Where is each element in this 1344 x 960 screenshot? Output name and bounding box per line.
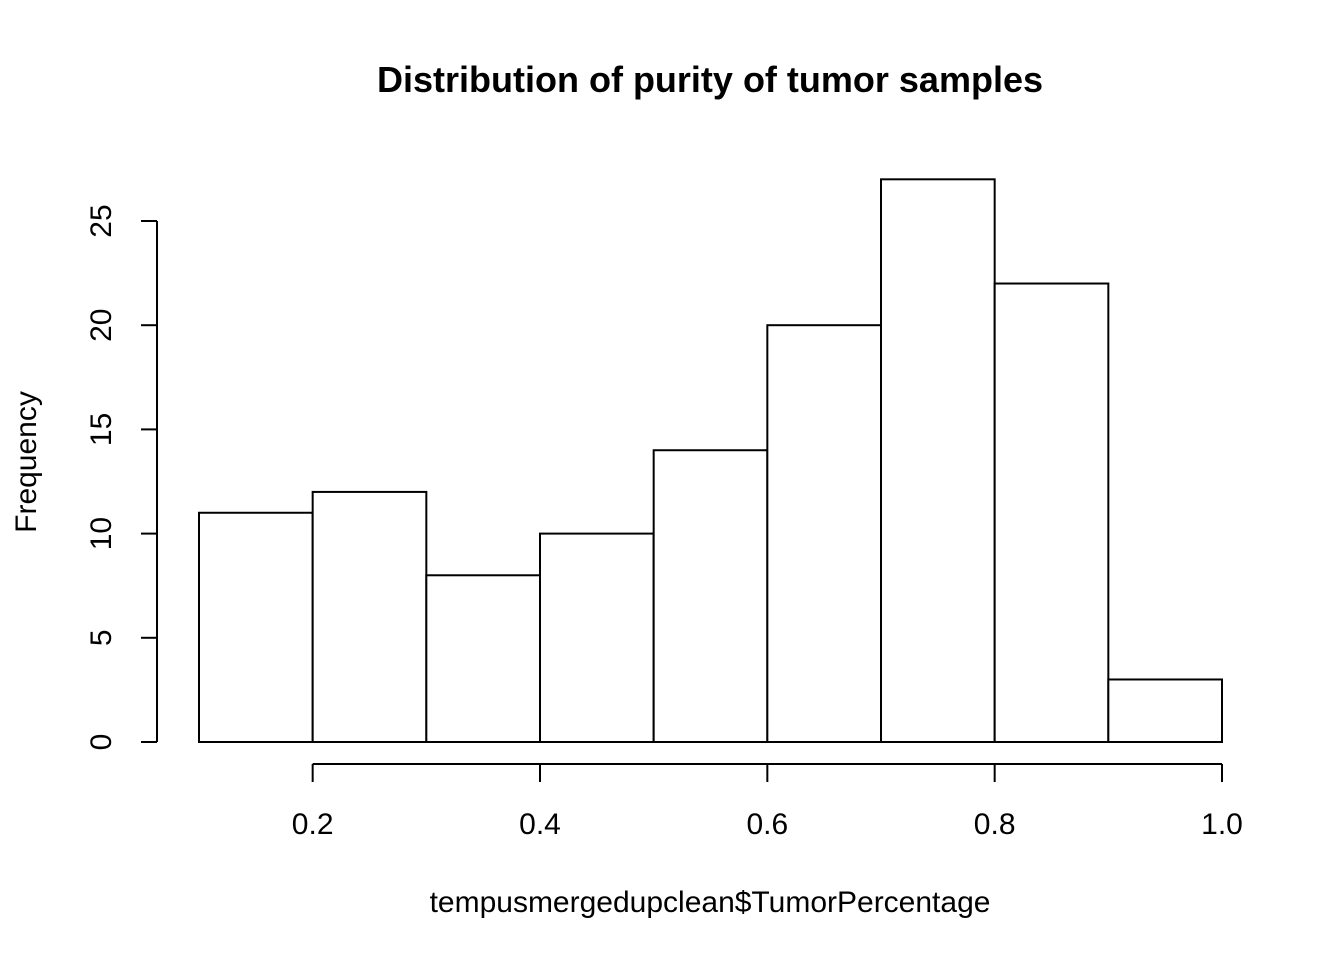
histogram-bar-1	[198, 511, 314, 744]
y-axis: 0 5 10 15 20 25	[85, 204, 158, 751]
histogram-bar-4	[539, 532, 655, 743]
bars-group	[198, 178, 1224, 744]
histogram-bar-8	[993, 282, 1110, 743]
y-tick-label: 10	[85, 517, 118, 550]
y-tick-label: 20	[85, 309, 118, 342]
histogram-bar-3	[425, 574, 542, 744]
y-tick-label: 15	[85, 413, 118, 446]
x-axis: 0.2 0.4 0.6 0.8 1.0	[292, 763, 1243, 841]
x-tick-label: 0.8	[974, 808, 1016, 841]
histogram-bar-9	[1107, 678, 1224, 743]
y-tick-label: 25	[85, 204, 118, 237]
x-axis-label: tempusmergedupclean$TumorPercentage	[430, 886, 991, 919]
x-tick-label: 1.0	[1201, 808, 1243, 841]
y-axis-label: Frequency	[10, 391, 43, 533]
chart-title: Distribution of purity of tumor samples	[377, 59, 1043, 100]
x-tick-label: 0.4	[519, 808, 561, 841]
y-tick-label: 5	[85, 629, 118, 646]
histogram-bar-7	[880, 178, 996, 743]
y-tick-label: 0	[85, 734, 118, 751]
histogram-bar-2	[311, 490, 428, 744]
x-tick-label: 0.2	[292, 808, 334, 841]
histogram-bar-6	[766, 324, 882, 743]
x-tick-label: 0.6	[746, 808, 788, 841]
histogram-bar-5	[652, 449, 769, 743]
